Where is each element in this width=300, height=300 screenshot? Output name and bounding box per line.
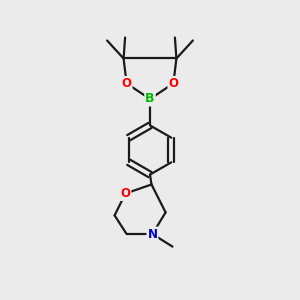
Text: O: O: [168, 77, 178, 90]
Text: B: B: [145, 92, 155, 106]
Text: N: N: [147, 227, 158, 241]
Text: O: O: [122, 77, 132, 90]
Text: O: O: [120, 187, 130, 200]
